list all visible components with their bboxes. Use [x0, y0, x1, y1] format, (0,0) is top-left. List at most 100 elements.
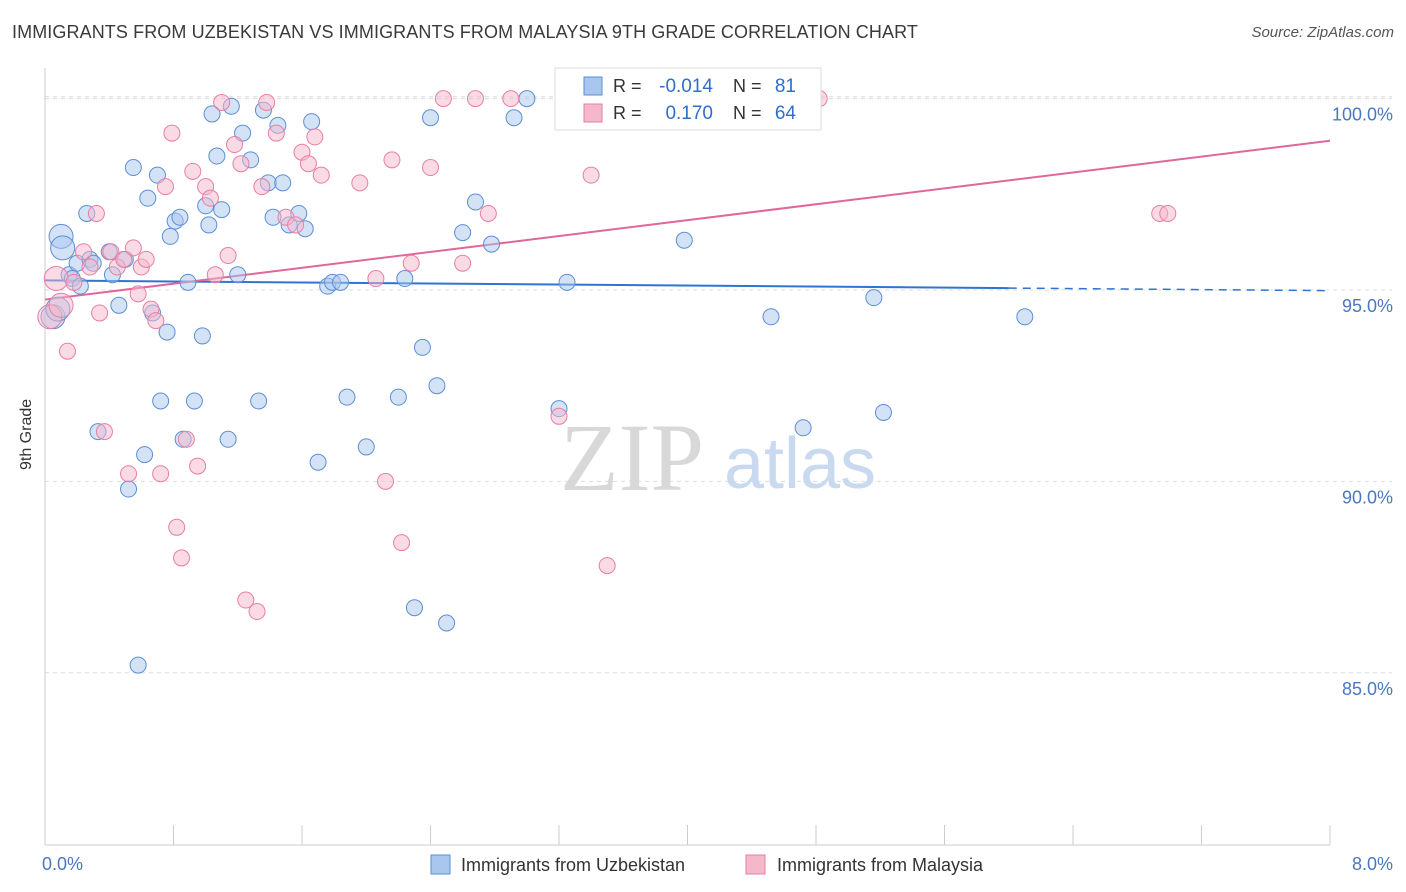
- legend-label-malaysia: Immigrants from Malaysia: [777, 855, 984, 875]
- point-malaysia: [258, 93, 276, 111]
- point-uzbekistan: [136, 446, 154, 464]
- point-uzbekistan: [405, 599, 423, 617]
- point-uzbekistan: [139, 189, 157, 207]
- point-malaysia: [306, 128, 324, 146]
- point-uzbekistan: [213, 201, 231, 219]
- point-malaysia: [43, 266, 69, 292]
- point-uzbekistan: [179, 273, 197, 291]
- point-uzbekistan: [250, 392, 268, 410]
- gridlines: [45, 96, 1392, 674]
- trend-line-malaysia: [44, 139, 1331, 301]
- point-uzbekistan: [865, 289, 883, 307]
- point-malaysia: [168, 518, 186, 536]
- point-malaysia: [102, 243, 120, 261]
- point-malaysia: [479, 204, 497, 222]
- legend-swatch-uzbekistan: [430, 854, 451, 875]
- stats-r-label-1: R =: [613, 76, 642, 96]
- point-uzbekistan: [200, 216, 218, 234]
- point-uzbekistan: [675, 231, 693, 249]
- point-malaysia: [253, 178, 271, 196]
- legend-swatch-malaysia: [745, 854, 766, 875]
- point-uzbekistan: [274, 174, 292, 192]
- point-malaysia: [189, 457, 207, 475]
- stats-n-value-2: 64: [775, 103, 797, 124]
- point-malaysia: [129, 285, 147, 303]
- point-uzbekistan: [120, 480, 138, 498]
- point-uzbekistan: [129, 656, 147, 674]
- point-uzbekistan: [332, 273, 350, 291]
- point-uzbekistan: [193, 327, 211, 345]
- point-uzbekistan: [794, 419, 812, 437]
- point-malaysia: [184, 162, 202, 180]
- point-malaysia: [383, 151, 401, 169]
- point-malaysia: [124, 239, 142, 257]
- point-malaysia: [137, 250, 155, 268]
- point-uzbekistan: [208, 147, 226, 165]
- point-malaysia: [213, 93, 231, 111]
- point-malaysia: [377, 472, 395, 490]
- watermark: ZIP atlas: [560, 404, 876, 511]
- point-uzbekistan: [158, 323, 176, 341]
- point-malaysia: [120, 465, 138, 483]
- point-uzbekistan: [152, 392, 170, 410]
- point-uzbekistan: [428, 377, 446, 395]
- stats-swatch-pink: [583, 103, 603, 123]
- trend-lines: [44, 139, 1331, 301]
- point-uzbekistan: [309, 453, 327, 471]
- point-uzbekistan: [558, 273, 576, 291]
- source-label: Source: ZipAtlas.com: [1251, 24, 1394, 41]
- point-uzbekistan: [413, 338, 431, 356]
- point-malaysia: [312, 166, 330, 184]
- point-uzbekistan: [483, 235, 501, 253]
- x-tick-label-min: 0.0%: [42, 854, 83, 874]
- point-malaysia: [351, 174, 369, 192]
- point-malaysia: [65, 273, 83, 291]
- point-malaysia: [434, 90, 452, 108]
- data-points: [37, 90, 1177, 674]
- point-uzbekistan: [124, 159, 142, 177]
- point-malaysia: [147, 312, 165, 330]
- trend-line-uzbekistan: [44, 279, 1009, 290]
- point-malaysia: [1159, 204, 1177, 222]
- point-malaysia: [87, 204, 105, 222]
- point-malaysia: [163, 124, 181, 142]
- point-uzbekistan: [874, 403, 892, 421]
- point-uzbekistan: [229, 266, 247, 284]
- legend-label-uzbekistan: Immigrants from Uzbekistan: [461, 855, 685, 875]
- point-uzbekistan: [303, 113, 321, 131]
- x-tick-label-max: 8.0%: [1352, 854, 1393, 874]
- stats-swatch-blue: [583, 76, 603, 96]
- point-malaysia: [156, 178, 174, 196]
- watermark-atlas: atlas: [724, 424, 876, 504]
- y-tick-label: 95.0%: [1342, 296, 1393, 316]
- point-uzbekistan: [518, 90, 536, 108]
- stats-r-value-1: -0.014: [659, 76, 713, 97]
- tick-labels: 85.0% 90.0% 95.0% 100.0% 0.0% 8.0%: [42, 105, 1393, 874]
- point-uzbekistan: [185, 392, 203, 410]
- point-malaysia: [201, 189, 219, 207]
- point-malaysia: [287, 216, 305, 234]
- trend-line-uzbekistan-extension: [1008, 287, 1331, 292]
- y-tick-label: 100.0%: [1332, 105, 1393, 125]
- point-uzbekistan: [466, 193, 484, 211]
- watermark-zip: ZIP: [560, 404, 704, 511]
- point-malaysia: [152, 465, 170, 483]
- stats-n-label-2: N =: [733, 103, 762, 123]
- point-malaysia: [91, 304, 109, 322]
- point-malaysia: [48, 292, 74, 318]
- stats-legend: R = -0.014 N = 81 R = 0.170 N = 64: [554, 67, 822, 131]
- point-malaysia: [81, 258, 99, 276]
- point-uzbekistan: [219, 430, 237, 448]
- point-malaysia: [393, 534, 411, 552]
- point-uzbekistan: [171, 208, 189, 226]
- point-uzbekistan: [505, 109, 523, 127]
- point-malaysia: [402, 254, 420, 272]
- point-malaysia: [422, 159, 439, 177]
- point-malaysia: [177, 430, 195, 448]
- y-tick-label: 85.0%: [1342, 679, 1393, 699]
- point-uzbekistan: [110, 296, 128, 314]
- point-malaysia: [226, 136, 244, 154]
- point-uzbekistan: [161, 227, 179, 245]
- point-uzbekistan: [762, 308, 780, 326]
